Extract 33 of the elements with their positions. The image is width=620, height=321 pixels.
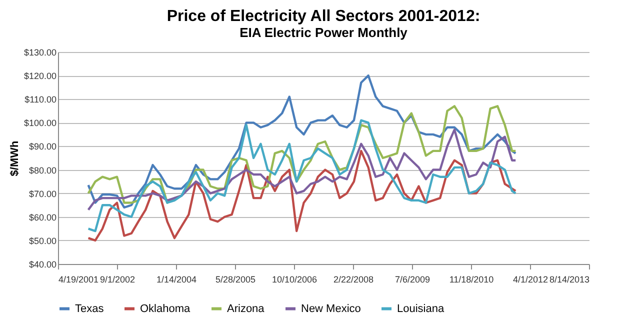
y-tick-label: $70.00 <box>28 188 56 199</box>
y-axis-title: $/MWh <box>8 140 21 176</box>
x-tick-label: 2/22/2008 <box>333 274 374 284</box>
chart-title: Price of Electricity All Sectors 2001-2012: <box>166 8 480 25</box>
legend-label: Louisiana <box>397 302 445 315</box>
y-tick-label: $120.00 <box>24 71 56 82</box>
legend-label: Oklahoma <box>140 302 192 315</box>
y-tick-label: $110.00 <box>24 94 56 105</box>
x-tick-label: 7/6/2009 <box>394 274 430 284</box>
x-tick-label: 8/14/2013 <box>549 274 590 284</box>
y-tick-label: $100.00 <box>24 118 56 128</box>
x-tick-label: 5/28/2005 <box>215 274 256 284</box>
legend-label: Arizona <box>227 302 266 315</box>
line-series <box>87 105 517 204</box>
y-tick-label: $90.00 <box>28 142 56 152</box>
y-tick-label: $40.00 <box>28 260 56 270</box>
chart-subtitle: EIA Electric Power Monthly <box>240 25 408 40</box>
x-tick-label: 11/18/2010 <box>449 274 494 284</box>
line-series <box>87 74 517 209</box>
y-tick-label: $130.00 <box>24 48 56 58</box>
x-tick-label: 4/1/2012 <box>512 274 548 284</box>
y-tick-label: $50.00 <box>28 236 56 246</box>
x-tick-label: 4/19/2001 <box>58 274 99 284</box>
y-tick-label: $60.00 <box>28 212 56 222</box>
x-tick-label: 9/1/2002 <box>100 274 136 284</box>
legend-label: Texas <box>75 302 104 315</box>
line-series <box>87 128 517 211</box>
line-series <box>87 150 517 242</box>
y-tick-label: $80.00 <box>28 165 56 176</box>
legend-label: New Mexico <box>301 302 361 315</box>
line-series <box>87 119 517 232</box>
x-tick-label: 1/14/2004 <box>156 274 197 284</box>
x-tick-label: 10/10/2006 <box>272 274 318 284</box>
